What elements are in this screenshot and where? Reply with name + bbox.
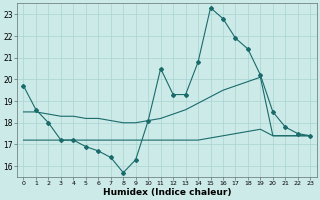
X-axis label: Humidex (Indice chaleur): Humidex (Indice chaleur) bbox=[103, 188, 231, 197]
